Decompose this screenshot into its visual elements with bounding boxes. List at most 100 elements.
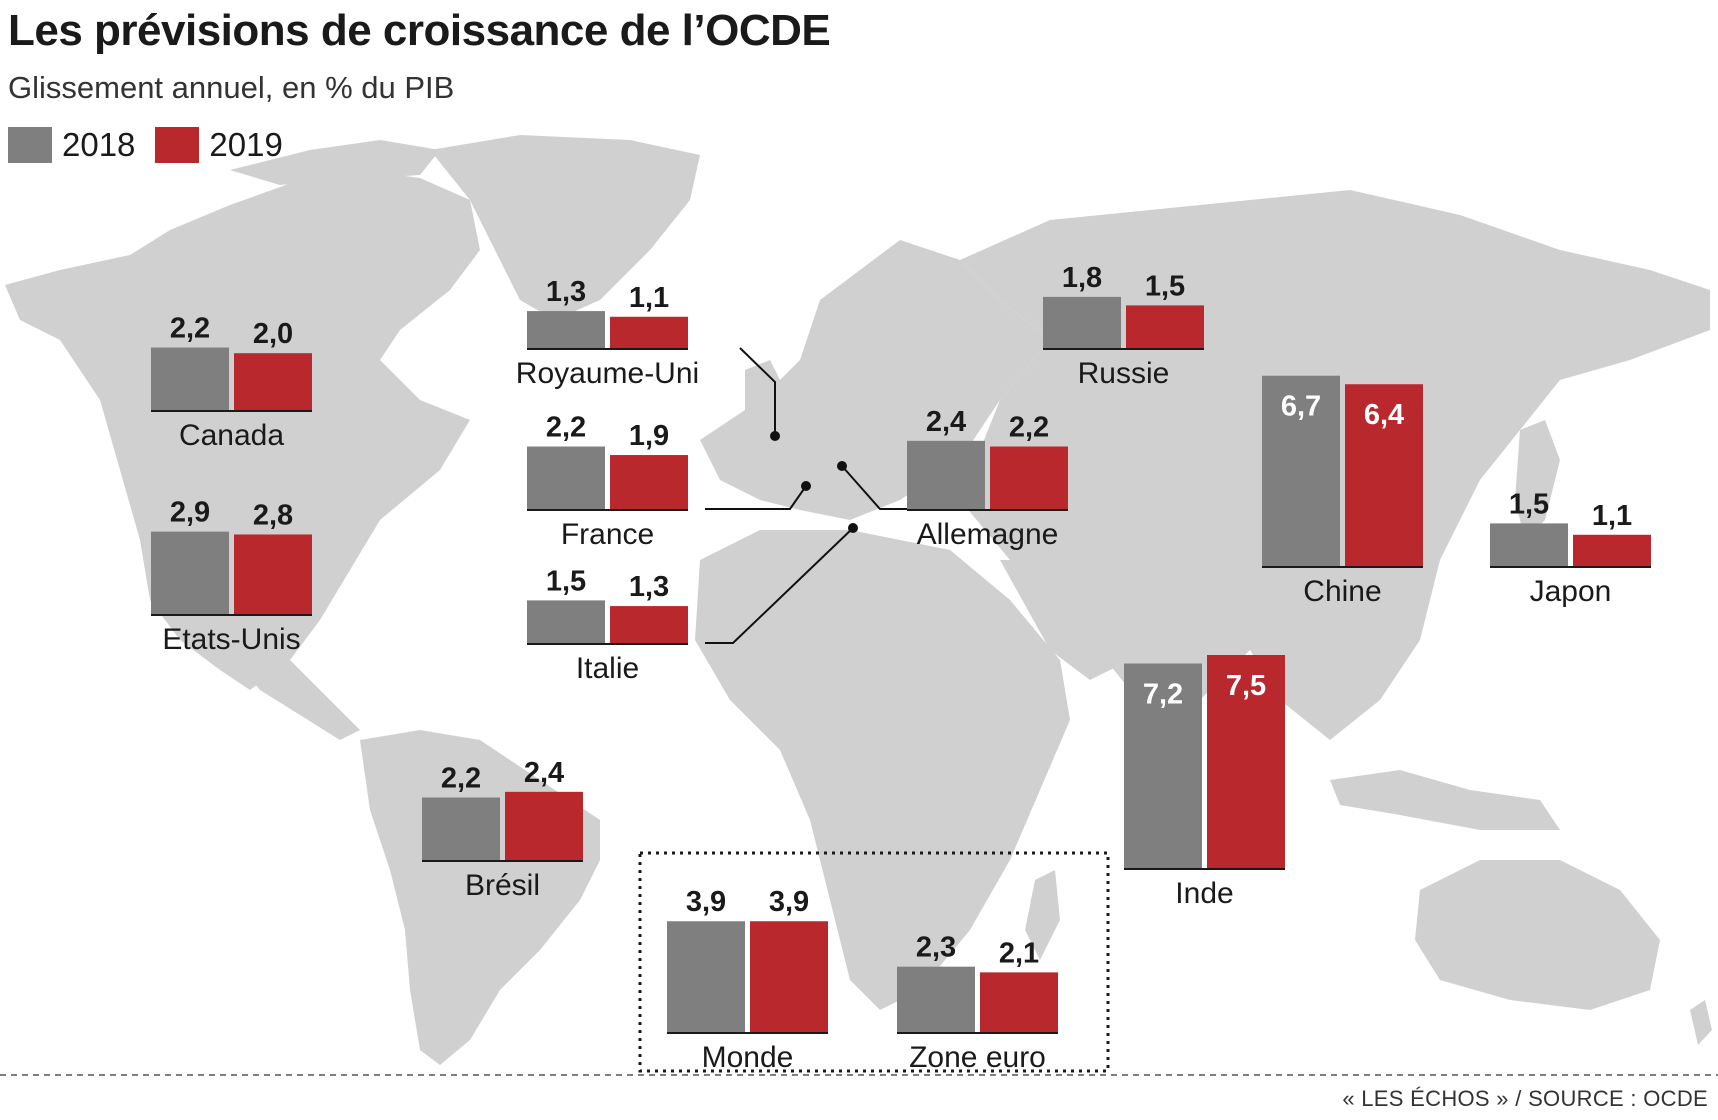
region-label-royaume-uni: Royaume-Uni: [516, 357, 699, 390]
region-label-zone-euro: Zone euro: [909, 1041, 1046, 1074]
bar-france-2018: [527, 446, 605, 509]
bar-group-allemagne: 2,4 2,2 Allemagne: [907, 406, 1068, 551]
bar-zone-euro-2018: [897, 966, 975, 1032]
leader-italie-dot: [848, 523, 858, 533]
value-label-zone-euro-2018: 2,3: [916, 932, 956, 964]
land-madagascar: [1025, 870, 1060, 960]
value-label-canada-2018: 2,2: [170, 313, 210, 345]
bar-canada-2019: [234, 353, 312, 410]
bar-group-italie: 1,5 1,3 Italie: [527, 565, 688, 685]
value-label-italie-2019: 1,3: [629, 571, 669, 603]
bar-canada-2018: [151, 347, 229, 410]
region-label-inde: Inde: [1175, 877, 1233, 910]
value-label-bresil-2018: 2,2: [441, 763, 481, 795]
leader-royaume-uni-dot: [770, 431, 780, 441]
bar-zone-euro-2019: [980, 972, 1058, 1032]
value-label-france-2018: 2,2: [546, 412, 586, 444]
bar-royaume-uni-2018: [527, 311, 605, 348]
leader-italie: [705, 527, 854, 644]
value-label-france-2019: 1,9: [629, 420, 669, 452]
land-greenland: [430, 135, 700, 320]
bar-group-france: 2,2 1,9 France: [527, 412, 688, 551]
bar-group-canada: 2,2 2,0 Canada: [151, 313, 312, 452]
region-label-chine: Chine: [1303, 575, 1381, 608]
land-arctic-islands: [230, 140, 440, 185]
region-label-russie: Russie: [1078, 357, 1170, 390]
value-label-russie-2018: 1,8: [1062, 262, 1102, 294]
region-label-france: France: [561, 518, 654, 551]
value-label-monde-2018: 3,9: [686, 886, 726, 918]
leader-royaume-uni: [739, 347, 776, 436]
leader-allemagne: [841, 465, 907, 510]
source-note: « LES ÉCHOS » / SOURCE : OCDE: [1342, 1086, 1708, 1111]
value-label-royaume-uni-2018: 1,3: [546, 276, 586, 308]
value-label-allemagne-2018: 2,4: [926, 406, 966, 438]
chart-subtitle: Glissement annuel, en % du PIB: [8, 70, 455, 105]
bar-inde-2019: [1207, 655, 1285, 868]
land-new-zealand: [1690, 1000, 1712, 1045]
bar-allemagne-2019: [990, 446, 1068, 509]
bar-russie-2019: [1126, 305, 1204, 348]
legend-swatch-2019: [155, 127, 200, 163]
region-label-bresil: Brésil: [465, 869, 540, 902]
bar-japon-2018: [1490, 523, 1568, 566]
bar-group-monde: 3,9 3,9 Monde: [667, 886, 828, 1074]
land-africa: [695, 530, 1070, 1010]
value-label-zone-euro-2019: 2,1: [999, 937, 1039, 969]
legend-item-2018: 2018: [8, 126, 135, 164]
value-label-inde-2018: 7,2: [1143, 679, 1183, 711]
bar-group-bresil: 2,2 2,4 Brésil: [422, 757, 583, 902]
bar-royaume-uni-2019: [610, 316, 688, 348]
bar-bresil-2018: [422, 797, 500, 860]
bar-group-chine: 6,7 6,4 Chine: [1262, 375, 1423, 608]
bar-etats-unis-2018: [151, 531, 229, 614]
region-label-canada: Canada: [179, 419, 284, 452]
bar-group-inde: 7,2 7,5 Inde: [1124, 655, 1285, 910]
value-label-monde-2019: 3,9: [769, 886, 809, 918]
land-se-asia-islands: [1330, 770, 1560, 830]
legend: 2018 2019: [8, 126, 303, 164]
footer-layer: [0, 851, 1718, 1076]
value-label-canada-2019: 2,0: [253, 318, 293, 350]
bar-inde-2018: [1124, 663, 1202, 868]
value-label-etats-unis-2018: 2,9: [170, 497, 210, 529]
value-label-italie-2018: 1,5: [546, 565, 586, 597]
legend-label-2018: 2018: [62, 126, 136, 163]
aggregate-box: [638, 851, 1110, 1073]
land-australia: [1415, 860, 1660, 1010]
legend-label-2019: 2019: [209, 126, 283, 163]
bar-france-2019: [610, 455, 688, 509]
value-label-japon-2019: 1,1: [1592, 500, 1632, 532]
value-label-bresil-2019: 2,4: [524, 757, 564, 789]
bar-group-etats-unis: 2,9 2,8 Etats-Unis: [151, 497, 312, 656]
leader-allemagne-dot: [837, 461, 847, 471]
value-label-royaume-uni-2019: 1,1: [629, 282, 669, 314]
bar-japon-2019: [1573, 534, 1651, 566]
bar-italie-2018: [527, 600, 605, 643]
bar-monde-2018: [667, 921, 745, 1032]
value-label-allemagne-2019: 2,2: [1009, 412, 1049, 444]
bar-bresil-2019: [505, 791, 583, 860]
region-label-allemagne: Allemagne: [917, 518, 1059, 551]
bar-groups-layer: 2,2 2,0 Canada 2,9 2,8 Etats-Unis 1,3 1,1 Royaum…: [151, 262, 1651, 1074]
land-central-america: [220, 640, 360, 740]
region-label-italie: Italie: [576, 652, 639, 685]
value-label-inde-2019: 7,5: [1226, 670, 1266, 702]
bar-group-zone-euro: 2,3 2,1 Zone euro: [897, 932, 1058, 1074]
chart-title: Les prévisions de croissance de l’OCDE: [8, 6, 831, 55]
legend-swatch-2018: [8, 127, 52, 163]
bar-group-royaume-uni: 1,3 1,1 Royaume-Uni: [516, 276, 699, 390]
bar-russie-2018: [1043, 296, 1121, 348]
land-north-america: [5, 170, 480, 690]
bar-italie-2019: [610, 606, 688, 643]
bar-group-russie: 1,8 1,5 Russie: [1043, 262, 1204, 390]
region-label-etats-unis: Etats-Unis: [162, 623, 300, 656]
bar-chine-2019: [1345, 384, 1423, 566]
bar-allemagne-2018: [907, 440, 985, 509]
value-label-japon-2018: 1,5: [1509, 488, 1549, 520]
bar-etats-unis-2019: [234, 534, 312, 614]
region-label-monde: Monde: [702, 1041, 794, 1074]
value-label-chine-2018: 6,7: [1281, 391, 1321, 423]
land-japan: [1515, 420, 1560, 540]
